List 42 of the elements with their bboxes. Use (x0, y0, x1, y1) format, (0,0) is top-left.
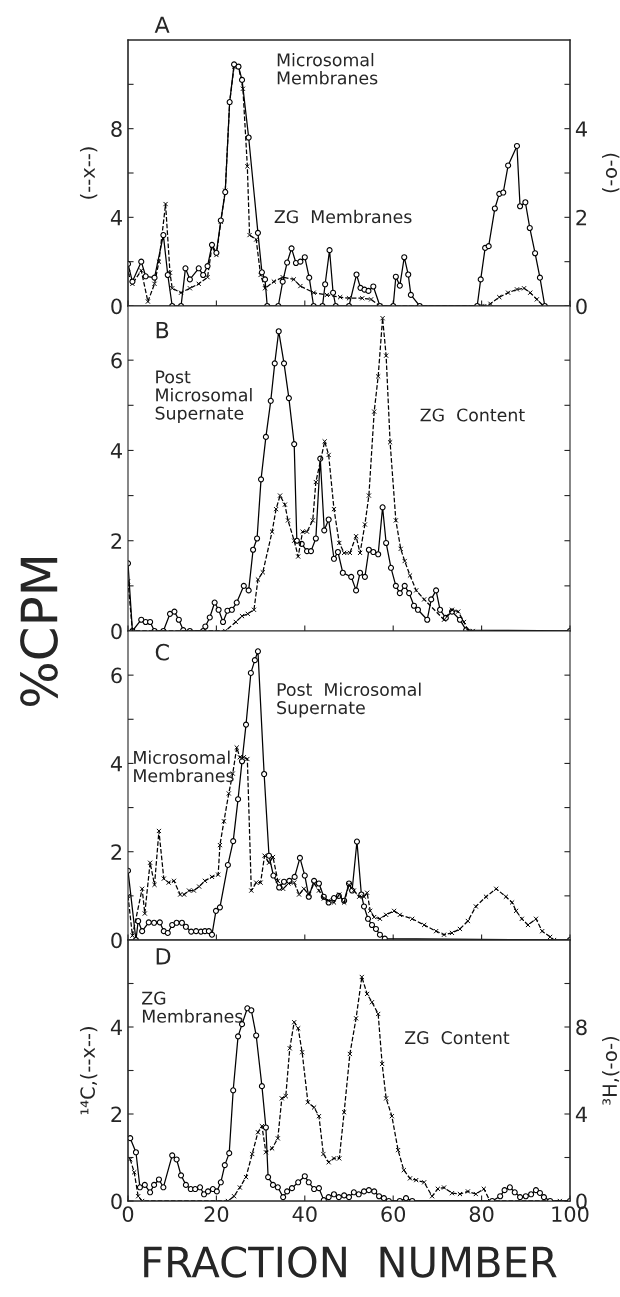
series-label: ZG Content (405, 1031, 510, 1045)
x-tick-label: 0 (122, 1206, 134, 1222)
y2-tick-label: 8 (576, 1019, 587, 1036)
y-tick-label: 0 (111, 623, 122, 640)
y-tick-label: 8 (111, 121, 122, 137)
y2-axis-title: (-o-) (602, 153, 620, 193)
chart-title: C (155, 643, 169, 661)
series-label: Microsomal Membranes (277, 52, 378, 85)
y-tick-label: 6 (111, 667, 122, 684)
y-tick-label: 2 (111, 844, 122, 860)
text: %CPM (20, 558, 58, 707)
chart-title: D (156, 948, 171, 965)
series-label: ZG Membranes (274, 209, 412, 224)
x-tick-label: 80 (469, 1206, 494, 1222)
series-label: ZG Content (420, 408, 525, 422)
text: B (156, 321, 169, 339)
y-tick-label: 6 (111, 352, 122, 369)
y-tick-label: 2 (111, 533, 122, 549)
y-tick-label: 4 (110, 1019, 122, 1035)
series-label: ZG Membranes (142, 991, 243, 1023)
y-tick-label: 0 (111, 1193, 122, 1210)
y2-tick-label: 0 (576, 298, 587, 315)
y2-tick-label: 4 (575, 1106, 587, 1122)
x-tick-label: 40 (292, 1206, 317, 1222)
series-label: Post Microsomal Supernate (155, 370, 252, 423)
y-axis-title: ¹⁴C,(--x--) (79, 1027, 98, 1115)
x-axis-title: FRACTION NUMBER (144, 1246, 557, 1278)
x-tick-label: 60 (381, 1206, 406, 1222)
series-label: Microsomal Membranes (134, 750, 234, 783)
y-tick-label: 0 (111, 932, 122, 949)
y-axis-title: (--x--) (79, 147, 98, 199)
series-label: Post Microsomal Supernate (277, 682, 421, 718)
y-tick-label: 4 (110, 210, 122, 226)
chart-title: A (154, 16, 170, 33)
y-tick-label: 2 (111, 1106, 122, 1122)
y-tick-label: 4 (110, 443, 122, 459)
y-tick-label: 4 (110, 756, 122, 772)
y2-tick-label: 2 (576, 209, 587, 226)
y2-tick-label: 4 (575, 121, 587, 137)
y-tick-label: 0 (111, 298, 122, 315)
y2-axis-title: ³H,(-o-) (602, 1036, 620, 1105)
x-tick-label: 20 (204, 1206, 229, 1222)
